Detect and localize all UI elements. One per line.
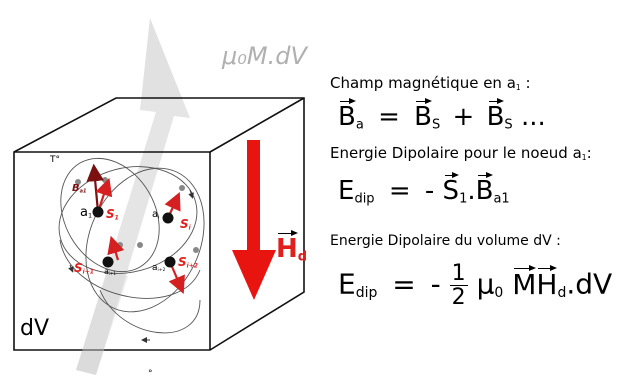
orbit-arrows xyxy=(68,189,194,343)
line-energie-noeud: Energie Dipolaire pour le noeud a1: xyxy=(330,144,592,162)
label-ai1: ai+1 xyxy=(104,267,116,276)
label-ai2: ai+2 xyxy=(152,263,166,274)
label-ai: ai xyxy=(152,209,160,221)
field-label: Hd xyxy=(276,230,308,265)
field-arrow xyxy=(232,140,276,300)
equation-node-energy: Edip = - S1.Ba1 xyxy=(338,172,510,207)
label-si2: Si+2 xyxy=(178,255,198,270)
equation-volume-energy: Edip = - 1 2 μ0 MHd.dV xyxy=(338,261,613,311)
label-a1: a1 xyxy=(80,205,93,220)
equation-field: Ba = BS + BS ... xyxy=(338,98,546,133)
moment-arrow xyxy=(76,18,190,375)
node-a1 xyxy=(92,206,104,218)
label-b-a1: Ba1 xyxy=(72,183,87,195)
label-s1: S1 xyxy=(106,207,119,222)
label-si: Si xyxy=(180,217,191,232)
label-si1: Si+1 xyxy=(74,261,94,276)
main-nodes xyxy=(92,206,176,268)
spin-orbits xyxy=(58,157,205,334)
origin-mark: ° xyxy=(148,369,153,379)
line-energie-volume: Energie Dipolaire du volume dV : xyxy=(330,233,561,249)
node-ai2 xyxy=(164,256,176,268)
moment-label: μ₀M.dV xyxy=(222,42,307,70)
node-ai xyxy=(162,212,174,224)
temperature-label: T° xyxy=(50,155,60,165)
line-champ-magnetique: Champ magnétique en a1 : xyxy=(330,74,531,92)
moment-arrow-front xyxy=(76,270,128,375)
volume-label: dV xyxy=(20,316,50,341)
node-ai1 xyxy=(102,256,114,268)
